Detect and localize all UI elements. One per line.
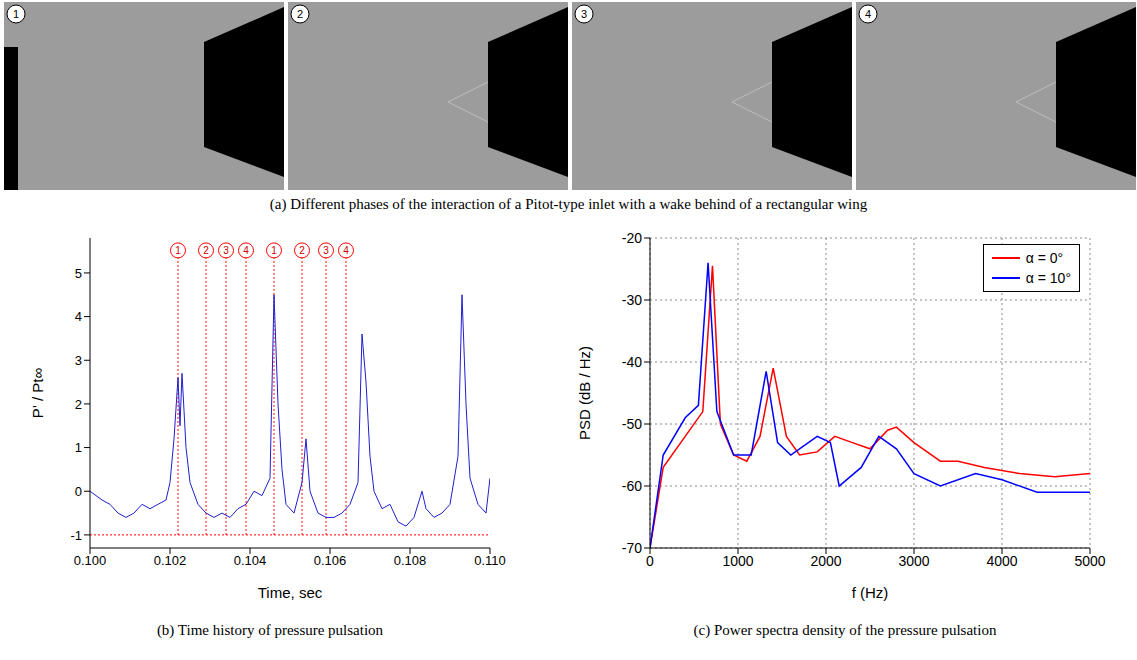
svg-text:0.102: 0.102: [154, 553, 187, 568]
svg-text:1: 1: [271, 245, 277, 256]
html-text:(c) Power spectra density of t: (c) Power spectra density of the pressur…: [693, 622, 997, 638]
svg-text:3: 3: [581, 8, 587, 20]
svg-text:4: 4: [75, 309, 82, 324]
svg-text:1: 1: [75, 440, 82, 455]
svg-text:5: 5: [75, 266, 82, 281]
svg-text:-70: -70: [622, 540, 642, 556]
svg-text:-50: -50: [622, 416, 642, 432]
html-text:(a) Different phases of the in: (a) Different phases of the interaction …: [269, 196, 868, 212]
svg-text:2: 2: [75, 397, 82, 412]
svg-text:Time, sec: Time, sec: [258, 584, 323, 601]
svg-text:-1: -1: [70, 528, 82, 543]
svg-text:4000: 4000: [986, 553, 1017, 569]
svg-text:2: 2: [297, 8, 303, 20]
svg-text:0.108: 0.108: [394, 553, 427, 568]
svg-text:3: 3: [75, 353, 82, 368]
svg-text:2: 2: [203, 245, 209, 256]
svg-text:0.100: 0.100: [74, 553, 107, 568]
svg-text:0: 0: [75, 484, 82, 499]
svg-text:P' / Pt∞: P' / Pt∞: [29, 368, 46, 419]
svg-text:3: 3: [223, 245, 229, 256]
svg-text:1000: 1000: [722, 553, 753, 569]
svg-text:2000: 2000: [810, 553, 841, 569]
svg-text:-20: -20: [622, 230, 642, 246]
svg-text:-60: -60: [622, 478, 642, 494]
svg-text:3: 3: [323, 245, 329, 256]
svg-text:0.106: 0.106: [314, 553, 347, 568]
html-text:α = 0°: α = 0°: [1025, 250, 1064, 266]
svg-text:1: 1: [175, 245, 181, 256]
svg-text:4: 4: [865, 8, 871, 20]
svg-text:-40: -40: [622, 354, 642, 370]
svg-text:0: 0: [646, 553, 654, 569]
svg-text:4: 4: [343, 245, 349, 256]
svg-text:f (Hz): f (Hz): [852, 584, 889, 601]
svg-text:PSD (dB / Hz): PSD (dB / Hz): [576, 346, 593, 440]
svg-text:0.104: 0.104: [234, 553, 267, 568]
svg-text:4: 4: [243, 245, 249, 256]
svg-text:1: 1: [13, 8, 19, 20]
svg-text:-30: -30: [622, 292, 642, 308]
svg-text:2: 2: [299, 245, 305, 256]
svg-text:5000: 5000: [1074, 553, 1105, 569]
html-text:(b) Time history of pressure p: (b) Time history of pressure pulsation: [156, 622, 384, 638]
html-text:α = 10°: α = 10°: [1025, 270, 1071, 286]
svg-text:0.110: 0.110: [474, 553, 506, 568]
svg-text:3000: 3000: [898, 553, 929, 569]
